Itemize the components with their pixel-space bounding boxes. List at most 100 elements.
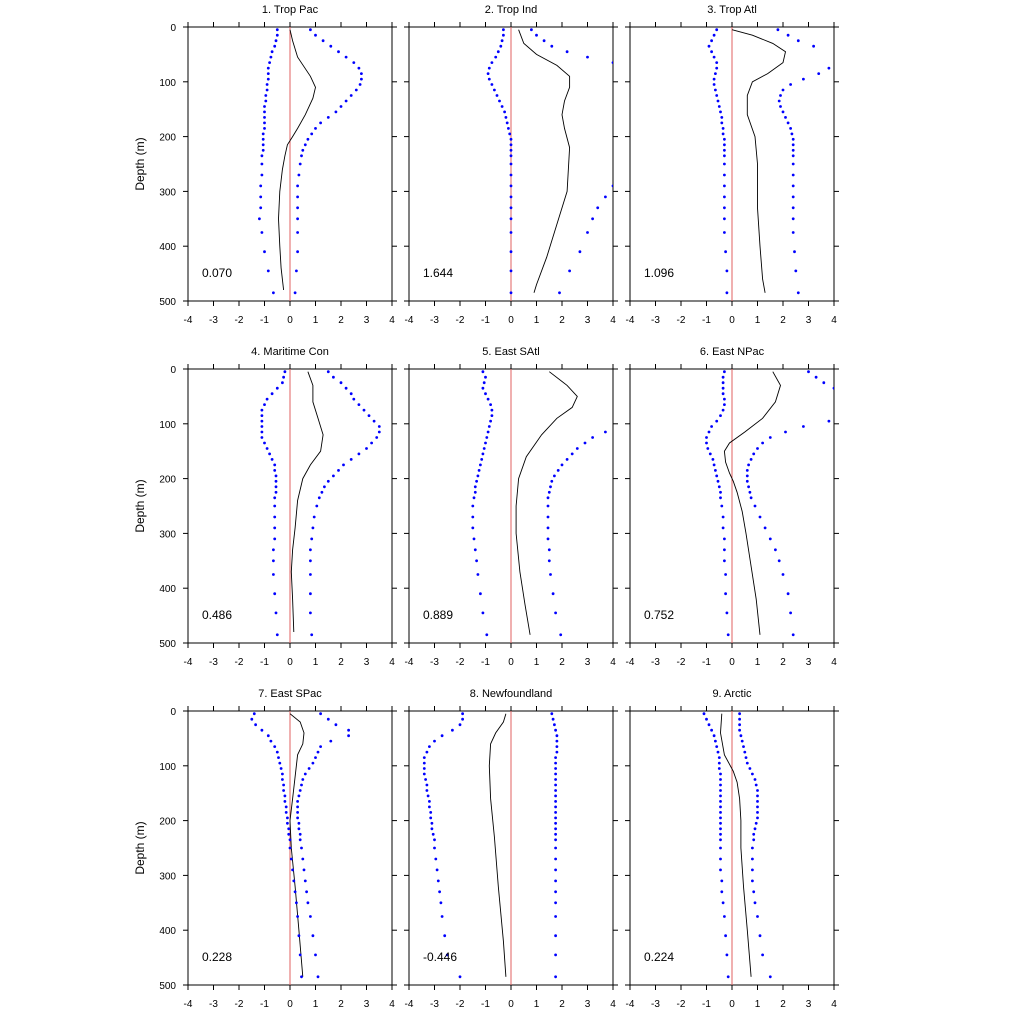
- lower-bound-point: [273, 515, 277, 519]
- lower-bound-point: [726, 975, 730, 979]
- upper-bound-point: [745, 761, 749, 765]
- x-tick-label: -4: [405, 657, 414, 668]
- lower-bound-point: [721, 408, 725, 412]
- lower-bound-point: [274, 479, 278, 483]
- upper-bound-point: [740, 739, 744, 743]
- y-tick-label: 100: [159, 420, 176, 431]
- x-tick-label: 3: [806, 315, 812, 326]
- upper-bound-point: [554, 772, 557, 776]
- upper-bound-point: [604, 430, 607, 434]
- upper-bound-point: [293, 291, 297, 295]
- lower-bound-point: [509, 184, 513, 188]
- upper-bound-point: [749, 496, 753, 500]
- upper-bound-point: [551, 717, 555, 721]
- lower-bound-point: [719, 496, 722, 500]
- y-tick-label: 400: [159, 926, 176, 937]
- lower-bound-point: [712, 463, 716, 467]
- upper-bound-point: [554, 611, 557, 615]
- lower-bound-point: [719, 857, 722, 861]
- upper-bound-point: [296, 184, 299, 188]
- lower-bound-point: [705, 436, 708, 439]
- panel-statistic: 0.889: [423, 608, 453, 622]
- upper-bound-point: [570, 452, 574, 456]
- upper-bound-point: [761, 953, 764, 957]
- upper-bound-point: [796, 291, 800, 295]
- upper-bound-point: [754, 783, 758, 787]
- upper-bound-point: [693, 398, 696, 401]
- upper-bound-point: [309, 915, 312, 918]
- upper-bound-point: [311, 761, 315, 765]
- upper-bound-point: [332, 474, 335, 478]
- lower-bound-point: [710, 425, 713, 428]
- lower-bound-point: [261, 132, 265, 136]
- upper-bound-point: [559, 633, 563, 637]
- upper-bound-point: [768, 436, 772, 439]
- upper-bound-point: [329, 739, 333, 743]
- x-tick-label: -4: [626, 657, 635, 668]
- upper-bound-point: [632, 143, 635, 146]
- upper-bound-point: [550, 479, 554, 483]
- lower-bound-point: [472, 537, 476, 541]
- lower-bound-point: [429, 816, 433, 820]
- lower-bound-point: [424, 778, 427, 781]
- lower-bound-point: [263, 441, 266, 445]
- x-tick-label: 2: [338, 315, 344, 326]
- upper-bound-point: [745, 469, 749, 472]
- x-tick-label: -1: [702, 315, 711, 326]
- upper-bound-point: [300, 783, 303, 787]
- upper-bound-point: [738, 717, 741, 721]
- upper-bound-point: [554, 816, 557, 820]
- lower-bound-point: [273, 504, 277, 508]
- lower-bound-point: [260, 173, 264, 177]
- upper-bound-point: [622, 425, 625, 428]
- upper-bound-point: [583, 441, 587, 445]
- x-tick-label: 0: [508, 315, 514, 326]
- upper-bound-point: [352, 61, 356, 64]
- lower-bound-point: [476, 474, 480, 478]
- upper-bound-point: [326, 116, 330, 119]
- lower-bound-point: [719, 110, 722, 114]
- upper-bound-point: [650, 105, 653, 108]
- upper-bound-point: [530, 28, 533, 32]
- x-tick-label: 2: [559, 657, 565, 668]
- upper-bound-point: [791, 173, 795, 177]
- lower-bound-point: [273, 463, 277, 467]
- upper-bound-point: [586, 55, 589, 59]
- lower-bound-point: [712, 83, 716, 86]
- lower-bound-point: [710, 50, 713, 54]
- upper-bound-point: [637, 376, 640, 379]
- lower-bound-point: [268, 452, 271, 456]
- upper-bound-point: [554, 811, 557, 814]
- lower-bound-point: [719, 789, 722, 792]
- x-tick-label: -4: [626, 315, 635, 326]
- upper-bound-point: [555, 739, 559, 743]
- upper-bound-point: [751, 868, 754, 872]
- upper-bound-point: [547, 490, 551, 494]
- panel-statistic: 0.752: [644, 608, 674, 622]
- upper-bound-point: [296, 800, 299, 803]
- upper-bound-point: [756, 447, 759, 450]
- lower-bound-point: [275, 28, 279, 32]
- upper-bound-point: [311, 526, 315, 530]
- upper-bound-point: [329, 44, 333, 48]
- upper-bound-point: [786, 592, 790, 596]
- lower-bound-point: [509, 143, 513, 147]
- x-tick-label: 3: [585, 999, 591, 1010]
- upper-bound-point: [334, 723, 338, 727]
- upper-bound-point: [349, 458, 353, 461]
- upper-bound-point: [848, 56, 851, 59]
- lower-bound-point: [433, 838, 436, 842]
- upper-bound-point: [309, 611, 312, 615]
- upper-bound-point: [554, 934, 557, 938]
- lower-bound-point: [495, 94, 499, 97]
- y-axis-label: Depth (m): [133, 821, 147, 874]
- lower-bound-point: [479, 592, 482, 596]
- lower-bound-point: [723, 143, 726, 147]
- lower-bound-point: [438, 890, 441, 894]
- upper-bound-point: [554, 728, 557, 732]
- lower-bound-point: [484, 375, 487, 379]
- lower-bound-point: [263, 250, 266, 254]
- lower-bound-point: [283, 370, 287, 374]
- upper-bound-point: [752, 838, 756, 842]
- panel-title: 1. Trop Pac: [262, 4, 319, 16]
